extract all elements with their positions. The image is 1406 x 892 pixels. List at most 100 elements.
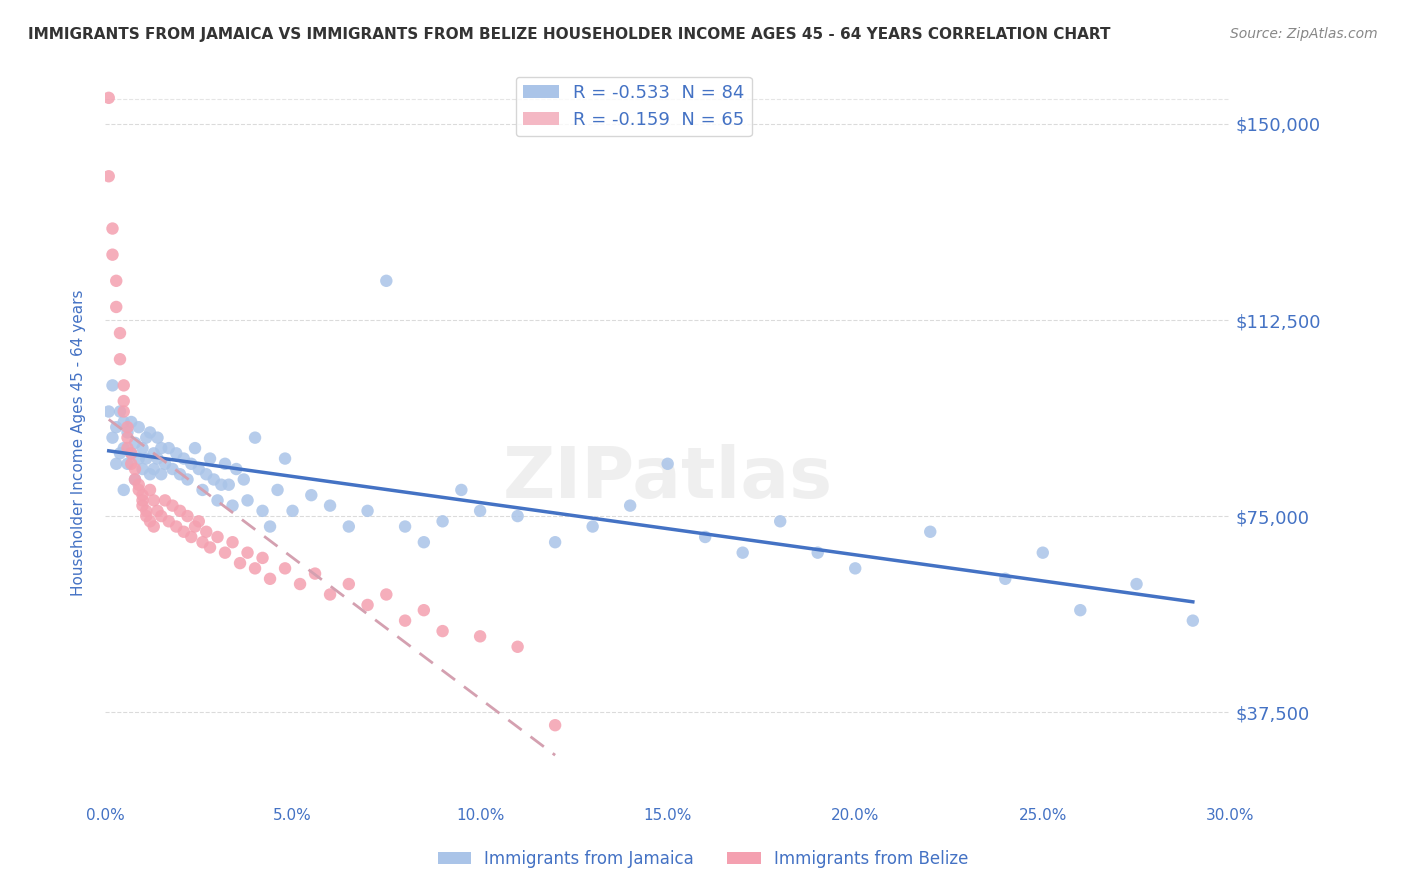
Point	[506, 640, 529, 654]
Point	[131, 441, 153, 455]
Legend: R = -0.533  N = 84, R = -0.159  N = 65: R = -0.533 N = 84, R = -0.159 N = 65	[516, 77, 752, 136]
Point	[180, 457, 202, 471]
Point	[139, 483, 162, 497]
Point	[112, 378, 135, 392]
Text: IMMIGRANTS FROM JAMAICA VS IMMIGRANTS FROM BELIZE HOUSEHOLDER INCOME AGES 45 - 6: IMMIGRANTS FROM JAMAICA VS IMMIGRANTS FR…	[28, 27, 1111, 42]
Point	[128, 477, 150, 491]
Point	[150, 509, 173, 524]
Point	[131, 488, 153, 502]
Point	[394, 519, 416, 533]
Point	[1125, 577, 1147, 591]
Point	[218, 477, 240, 491]
Point	[221, 535, 243, 549]
Point	[920, 524, 942, 539]
Point	[994, 572, 1017, 586]
Point	[131, 499, 153, 513]
Point	[288, 577, 311, 591]
Point	[214, 546, 236, 560]
Point	[173, 451, 195, 466]
Point	[176, 509, 198, 524]
Point	[432, 514, 454, 528]
Point	[195, 467, 218, 482]
Point	[117, 420, 139, 434]
Point	[135, 431, 157, 445]
Point	[117, 457, 139, 471]
Point	[101, 378, 124, 392]
Point	[142, 493, 165, 508]
Point	[97, 169, 120, 184]
Point	[225, 462, 247, 476]
Point	[191, 535, 214, 549]
Point	[619, 499, 641, 513]
Point	[375, 274, 398, 288]
Point	[120, 446, 142, 460]
Point	[375, 587, 398, 601]
Point	[108, 326, 131, 340]
Point	[117, 431, 139, 445]
Point	[198, 451, 221, 466]
Point	[105, 457, 128, 471]
Point	[128, 451, 150, 466]
Point	[731, 546, 754, 560]
Point	[142, 462, 165, 476]
Point	[176, 473, 198, 487]
Point	[142, 446, 165, 460]
Point	[112, 441, 135, 455]
Point	[124, 473, 146, 487]
Point	[274, 561, 297, 575]
Point	[105, 420, 128, 434]
Point	[214, 457, 236, 471]
Point	[120, 457, 142, 471]
Point	[117, 425, 139, 440]
Point	[157, 441, 180, 455]
Text: Source: ZipAtlas.com: Source: ZipAtlas.com	[1230, 27, 1378, 41]
Point	[153, 457, 176, 471]
Point	[162, 462, 184, 476]
Point	[97, 404, 120, 418]
Legend: Immigrants from Jamaica, Immigrants from Belize: Immigrants from Jamaica, Immigrants from…	[430, 844, 976, 875]
Point	[97, 91, 120, 105]
Point	[131, 493, 153, 508]
Point	[105, 300, 128, 314]
Point	[165, 446, 187, 460]
Point	[319, 587, 342, 601]
Point	[582, 519, 605, 533]
Point	[252, 504, 274, 518]
Point	[236, 546, 259, 560]
Point	[105, 274, 128, 288]
Point	[131, 462, 153, 476]
Point	[221, 499, 243, 513]
Point	[266, 483, 288, 497]
Text: ZIPatlas: ZIPatlas	[502, 444, 832, 514]
Point	[139, 514, 162, 528]
Point	[120, 415, 142, 429]
Point	[1069, 603, 1091, 617]
Point	[112, 404, 135, 418]
Point	[112, 415, 135, 429]
Point	[468, 629, 491, 643]
Point	[337, 577, 360, 591]
Point	[146, 431, 169, 445]
Point	[207, 493, 229, 508]
Point	[432, 624, 454, 639]
Point	[232, 473, 254, 487]
Y-axis label: Householder Income Ages 45 - 64 years: Householder Income Ages 45 - 64 years	[72, 290, 86, 596]
Point	[236, 493, 259, 508]
Point	[150, 441, 173, 455]
Point	[169, 467, 191, 482]
Point	[844, 561, 866, 575]
Point	[356, 504, 378, 518]
Point	[135, 509, 157, 524]
Point	[139, 467, 162, 482]
Point	[209, 477, 232, 491]
Point	[195, 524, 218, 539]
Point	[259, 519, 281, 533]
Point	[274, 451, 297, 466]
Point	[229, 556, 252, 570]
Point	[169, 504, 191, 518]
Point	[506, 509, 529, 524]
Point	[1032, 546, 1054, 560]
Point	[198, 541, 221, 555]
Point	[128, 483, 150, 497]
Point	[807, 546, 830, 560]
